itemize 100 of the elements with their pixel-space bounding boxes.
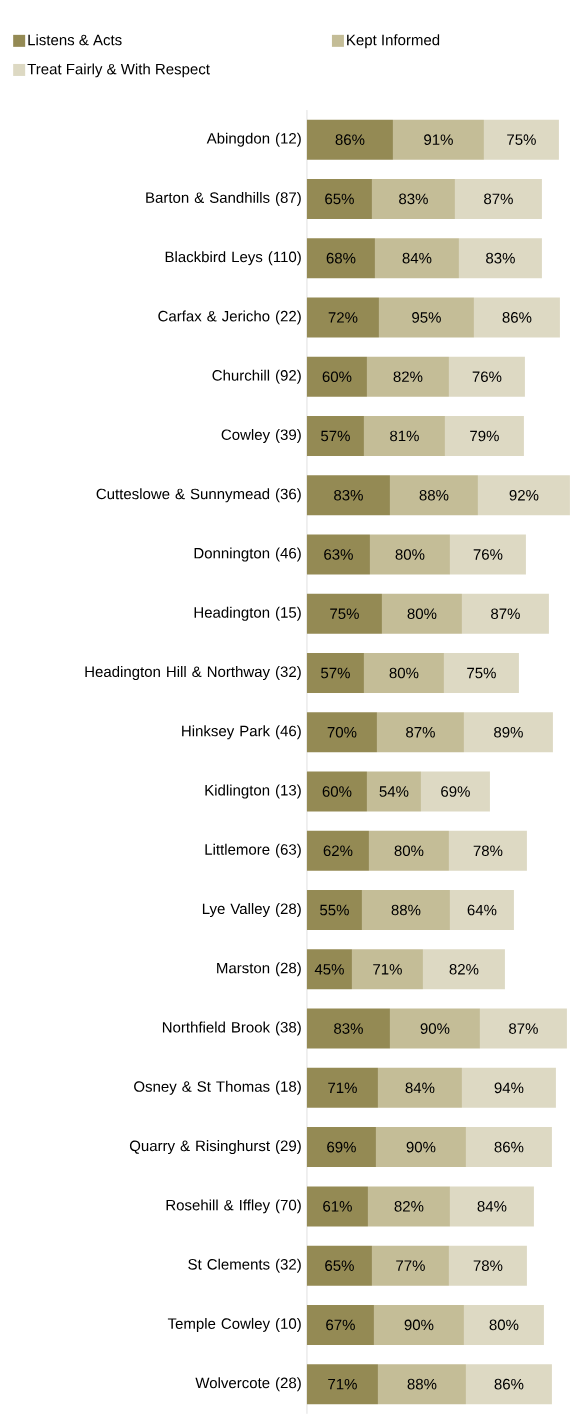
data-label: 62% (323, 845, 353, 857)
data-label: 86% (335, 134, 365, 145)
bar (461, 593, 549, 634)
bar (448, 356, 525, 397)
y-tick-label: Abingdon (12) (206, 132, 301, 147)
bar (420, 771, 490, 812)
data-label: 76% (472, 371, 502, 382)
bar (307, 593, 382, 634)
legend-label: Kept Informed (347, 34, 440, 49)
bar (449, 890, 514, 931)
bar (479, 1008, 567, 1049)
bar (307, 238, 375, 279)
data-label: 82% (394, 1201, 424, 1212)
data-label: 70% (327, 726, 357, 738)
bar (351, 949, 423, 990)
bar (371, 1245, 449, 1286)
bar (307, 1364, 378, 1405)
data-label: 65% (325, 1260, 354, 1271)
data-label: 72% (328, 312, 358, 323)
bar (368, 830, 449, 871)
data-label: 87% (484, 193, 513, 205)
data-label: 83% (334, 1023, 363, 1034)
bar (389, 475, 478, 516)
bar (463, 1304, 544, 1345)
data-label: 71% (328, 1082, 357, 1094)
bar (463, 712, 553, 753)
data-label: 65% (325, 193, 354, 205)
data-label: 80% (407, 608, 437, 620)
bar (307, 534, 370, 575)
bar (465, 1364, 552, 1405)
data-label: 78% (473, 1260, 503, 1271)
bar (444, 415, 524, 456)
data-label: 84% (405, 1082, 435, 1094)
data-label: 94% (494, 1082, 524, 1094)
data-label: 71% (373, 964, 402, 975)
y-tick-label: Rosehill & Iffley (70) (166, 1199, 301, 1214)
bar (366, 356, 449, 397)
data-label: 92% (509, 489, 539, 501)
bar (389, 1008, 480, 1049)
data-label: 87% (406, 726, 435, 738)
data-label: 75% (507, 134, 536, 145)
bar (375, 1127, 466, 1168)
data-label: 69% (327, 1141, 356, 1153)
bar (377, 1364, 466, 1405)
data-label: 75% (330, 608, 359, 620)
bar (307, 1304, 374, 1345)
data-label: 86% (494, 1378, 524, 1390)
bar (307, 119, 393, 160)
bar (376, 712, 464, 753)
data-label: 86% (494, 1141, 524, 1153)
bar (461, 1067, 556, 1108)
data-label: 63% (324, 549, 353, 560)
bar (307, 297, 379, 338)
y-tick-label: Marston (28) (217, 962, 301, 977)
data-label: 88% (391, 904, 421, 916)
data-label: 90% (420, 1023, 450, 1034)
bar (477, 475, 570, 516)
data-label: 83% (334, 489, 363, 501)
data-label: 61% (323, 1201, 352, 1212)
data-label: 90% (406, 1141, 436, 1153)
data-label: 57% (321, 667, 350, 679)
bar (361, 890, 450, 931)
bar (373, 1304, 464, 1345)
y-tick-label: Osney & St Thomas (18) (134, 1080, 301, 1095)
bar (307, 949, 352, 990)
y-tick-label: Wolvercote (28) (195, 1377, 301, 1392)
bar (449, 1186, 534, 1227)
data-label: 64% (467, 904, 497, 916)
data-label: 88% (419, 489, 449, 501)
bar (307, 890, 362, 931)
bar (307, 1245, 372, 1286)
y-tick-label: Quarry & Risinghurst (29) (129, 1140, 301, 1155)
y-tick-label: Northfield Brook (38) (163, 1021, 301, 1036)
bar (307, 1008, 390, 1049)
data-label: 79% (470, 430, 499, 442)
data-label: 75% (467, 667, 496, 679)
bar (448, 1245, 527, 1286)
data-label: 68% (326, 252, 356, 264)
data-label: 67% (326, 1319, 355, 1331)
y-tick-label: Headington Hill & Northway (32) (85, 666, 301, 680)
bar (378, 297, 474, 338)
y-tick-label: Carfax & Jericho (22) (158, 310, 301, 325)
bar (465, 1127, 552, 1168)
data-label: 88% (407, 1378, 437, 1390)
data-label: 83% (486, 252, 515, 264)
data-label: 86% (502, 312, 532, 323)
data-label: 82% (449, 964, 479, 975)
data-label: 80% (395, 549, 425, 560)
y-tick-label: Hinksey Park (46) (182, 725, 301, 740)
data-label: 45% (314, 964, 344, 975)
data-label: 76% (473, 549, 503, 560)
data-label: 80% (389, 667, 419, 679)
y-tick-label: Cowley (39) (221, 428, 301, 443)
data-label: 84% (402, 252, 432, 264)
data-label: 80% (394, 845, 424, 857)
bar (307, 1067, 378, 1108)
bar (448, 830, 527, 871)
bar (473, 297, 560, 338)
bar (377, 1067, 462, 1108)
data-label: 80% (489, 1319, 519, 1331)
